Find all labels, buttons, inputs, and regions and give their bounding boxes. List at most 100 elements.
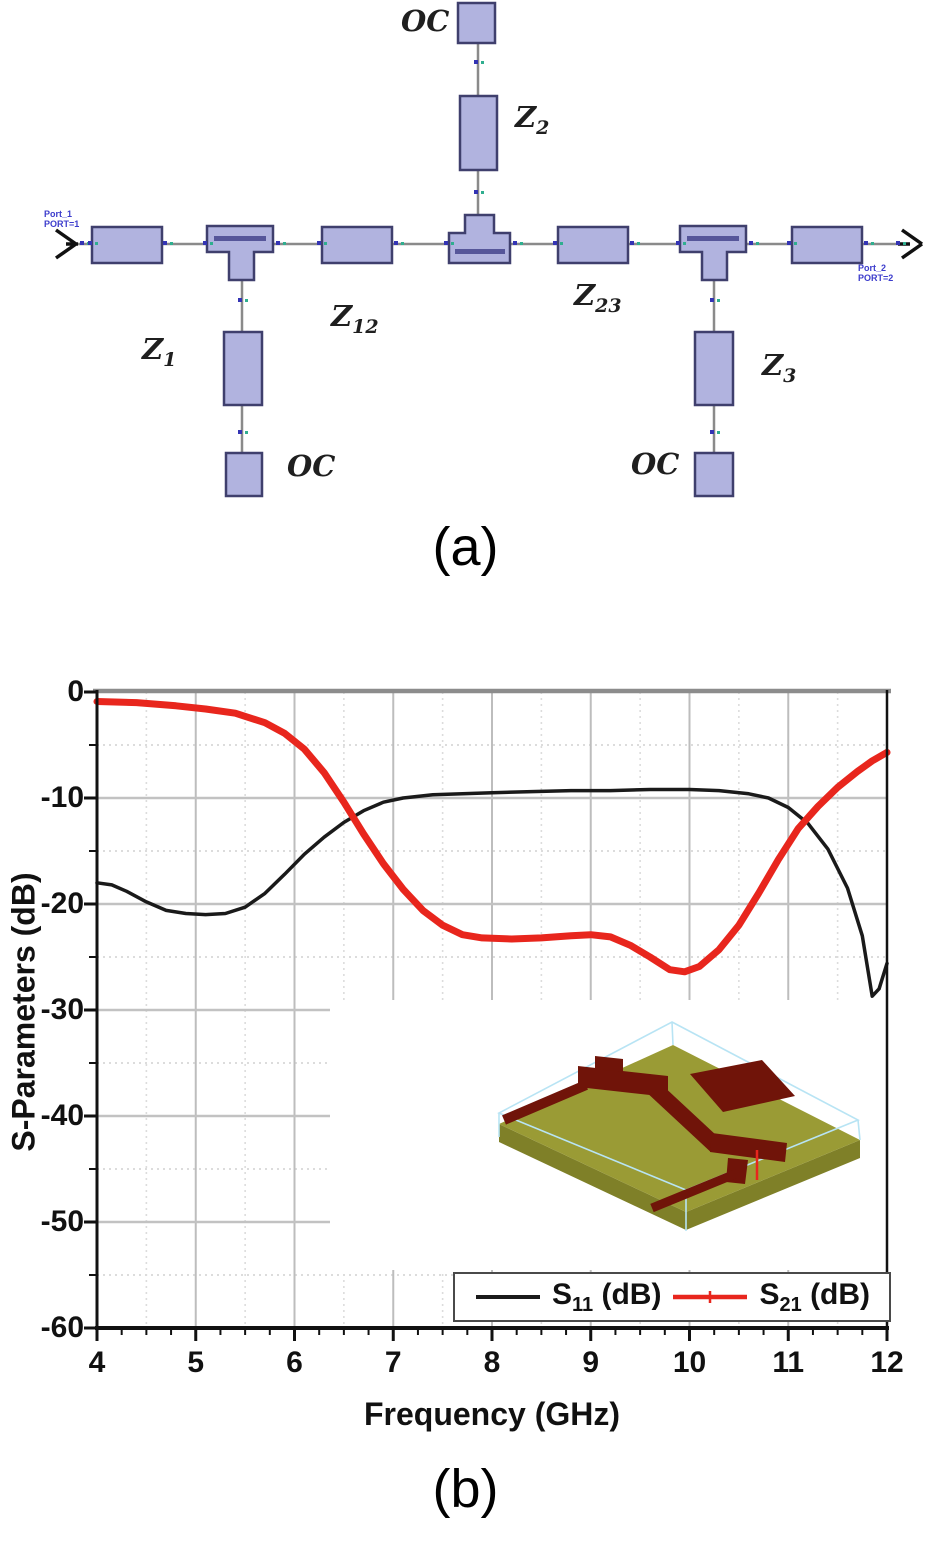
pin-number-marker [903, 242, 906, 245]
microstrip-traces [502, 1056, 795, 1213]
pin-number-marker [283, 242, 286, 245]
trace-lower-tbar [710, 1133, 787, 1162]
pin-marker [787, 241, 791, 245]
label-z1: Z1 [142, 332, 177, 371]
axis-ticks [84, 690, 889, 1341]
s11-line-swatch [475, 1295, 540, 1299]
schematic-circuit [54, 1, 924, 498]
pin-number-marker [871, 242, 874, 245]
pin-number-marker [637, 242, 640, 245]
x-tick-label: 9 [582, 1346, 600, 1379]
inset-3d-model [330, 1000, 887, 1270]
substrate-side-face [499, 1124, 860, 1230]
pin-marker [394, 241, 398, 245]
pin-number-marker [481, 61, 484, 64]
label-z12: Z12 [331, 299, 379, 338]
pin-marker [864, 241, 868, 245]
pin-marker [630, 241, 634, 245]
schematic-wires [78, 41, 903, 455]
pin-marker [553, 241, 557, 245]
x-tick-label: 5 [187, 1346, 205, 1379]
pin-number-marker [717, 431, 720, 434]
pin-marker [276, 241, 280, 245]
label-z3: Z3 [762, 348, 797, 387]
pin-marker [896, 241, 900, 245]
y-tick-label: -20 [40, 887, 84, 920]
pin-number-marker [170, 242, 173, 245]
oc-stub-top [456, 1, 497, 45]
pin-marker [80, 241, 84, 245]
pin-number-marker [717, 299, 720, 302]
pin-marker [317, 241, 321, 245]
legend-s11-label: S11 (dB) [551, 1277, 662, 1316]
y-tick-label: 0 [67, 675, 84, 708]
pin-marker [710, 430, 714, 434]
stub-z1 [222, 330, 264, 407]
port2-arrow-icon [898, 228, 924, 260]
label-z2: Z2 [515, 100, 550, 139]
x-tick-label: 12 [870, 1346, 904, 1379]
curve-s21 [93, 698, 891, 976]
pin-marker [444, 241, 448, 245]
pin-marker [88, 241, 92, 245]
tee-junction-left [205, 224, 275, 282]
tee-right-slot [687, 236, 739, 241]
pin-marker [749, 241, 753, 245]
oc-stub-bottom-left [224, 451, 264, 498]
pin-number-marker [794, 242, 797, 245]
x-tick-label: 6 [286, 1346, 303, 1379]
pin-number-marker [756, 242, 759, 245]
x-tick-label: 10 [672, 1346, 707, 1379]
pin-number-marker [560, 242, 563, 245]
caption-b: (b) [432, 1459, 499, 1519]
y-tick-label: -30 [40, 993, 84, 1026]
caption-a: (a) [432, 517, 499, 577]
pin-marker [710, 298, 714, 302]
label-oc-bottom-right: OC [631, 447, 680, 481]
label-oc-bottom-left: OC [287, 449, 336, 483]
y-tick-label: -60 [40, 1311, 84, 1344]
label-z23: Z23 [574, 278, 622, 317]
tee-junction-center [447, 213, 512, 265]
pin-number-marker [481, 191, 484, 194]
tee-junction-right [678, 224, 748, 282]
stub-z2 [458, 94, 499, 172]
x-tick-label: 7 [384, 1346, 402, 1379]
oc-stub-bottom-right [693, 451, 735, 498]
tline-series-1 [90, 225, 164, 265]
pin-number-marker [210, 242, 213, 245]
pin-marker [474, 60, 478, 64]
s21-line-swatch [673, 1291, 748, 1303]
pin-markers [80, 60, 906, 434]
x-axis-title: Frequency (GHz) [363, 1396, 621, 1432]
trace-patch [690, 1060, 795, 1112]
pin-number-marker [683, 242, 686, 245]
pin-marker [203, 241, 207, 245]
pin-marker [163, 241, 167, 245]
y-tick-label: -10 [40, 781, 84, 814]
chart-curves [93, 698, 891, 998]
chart-legend: S11 (dB) S21 (dB) [453, 1272, 891, 1322]
y-tick-label: -40 [40, 1099, 84, 1132]
x-tick-label: 11 [772, 1346, 805, 1379]
pin-number-marker [324, 242, 327, 245]
pin-number-marker [245, 431, 248, 434]
pin-number-marker [245, 299, 248, 302]
pin-number-marker [95, 242, 98, 245]
port1-arrow-icon [54, 228, 78, 260]
trace-tail [650, 1169, 737, 1213]
tee-left-slot [214, 236, 266, 241]
trace-upper-step [595, 1056, 623, 1072]
tline-series-z12 [320, 225, 394, 265]
pin-marker [676, 241, 680, 245]
pin-number-marker [520, 242, 523, 245]
y-axis-title: S-Parameters (dB) [5, 872, 42, 1152]
x-tick-label: 4 [88, 1346, 106, 1379]
tee-center-slot [455, 249, 505, 254]
curve-s11 [95, 787, 889, 998]
pin-marker [474, 190, 478, 194]
tline-series-2 [790, 225, 864, 265]
legend-s21-label: S21 (dB) [759, 1277, 871, 1316]
